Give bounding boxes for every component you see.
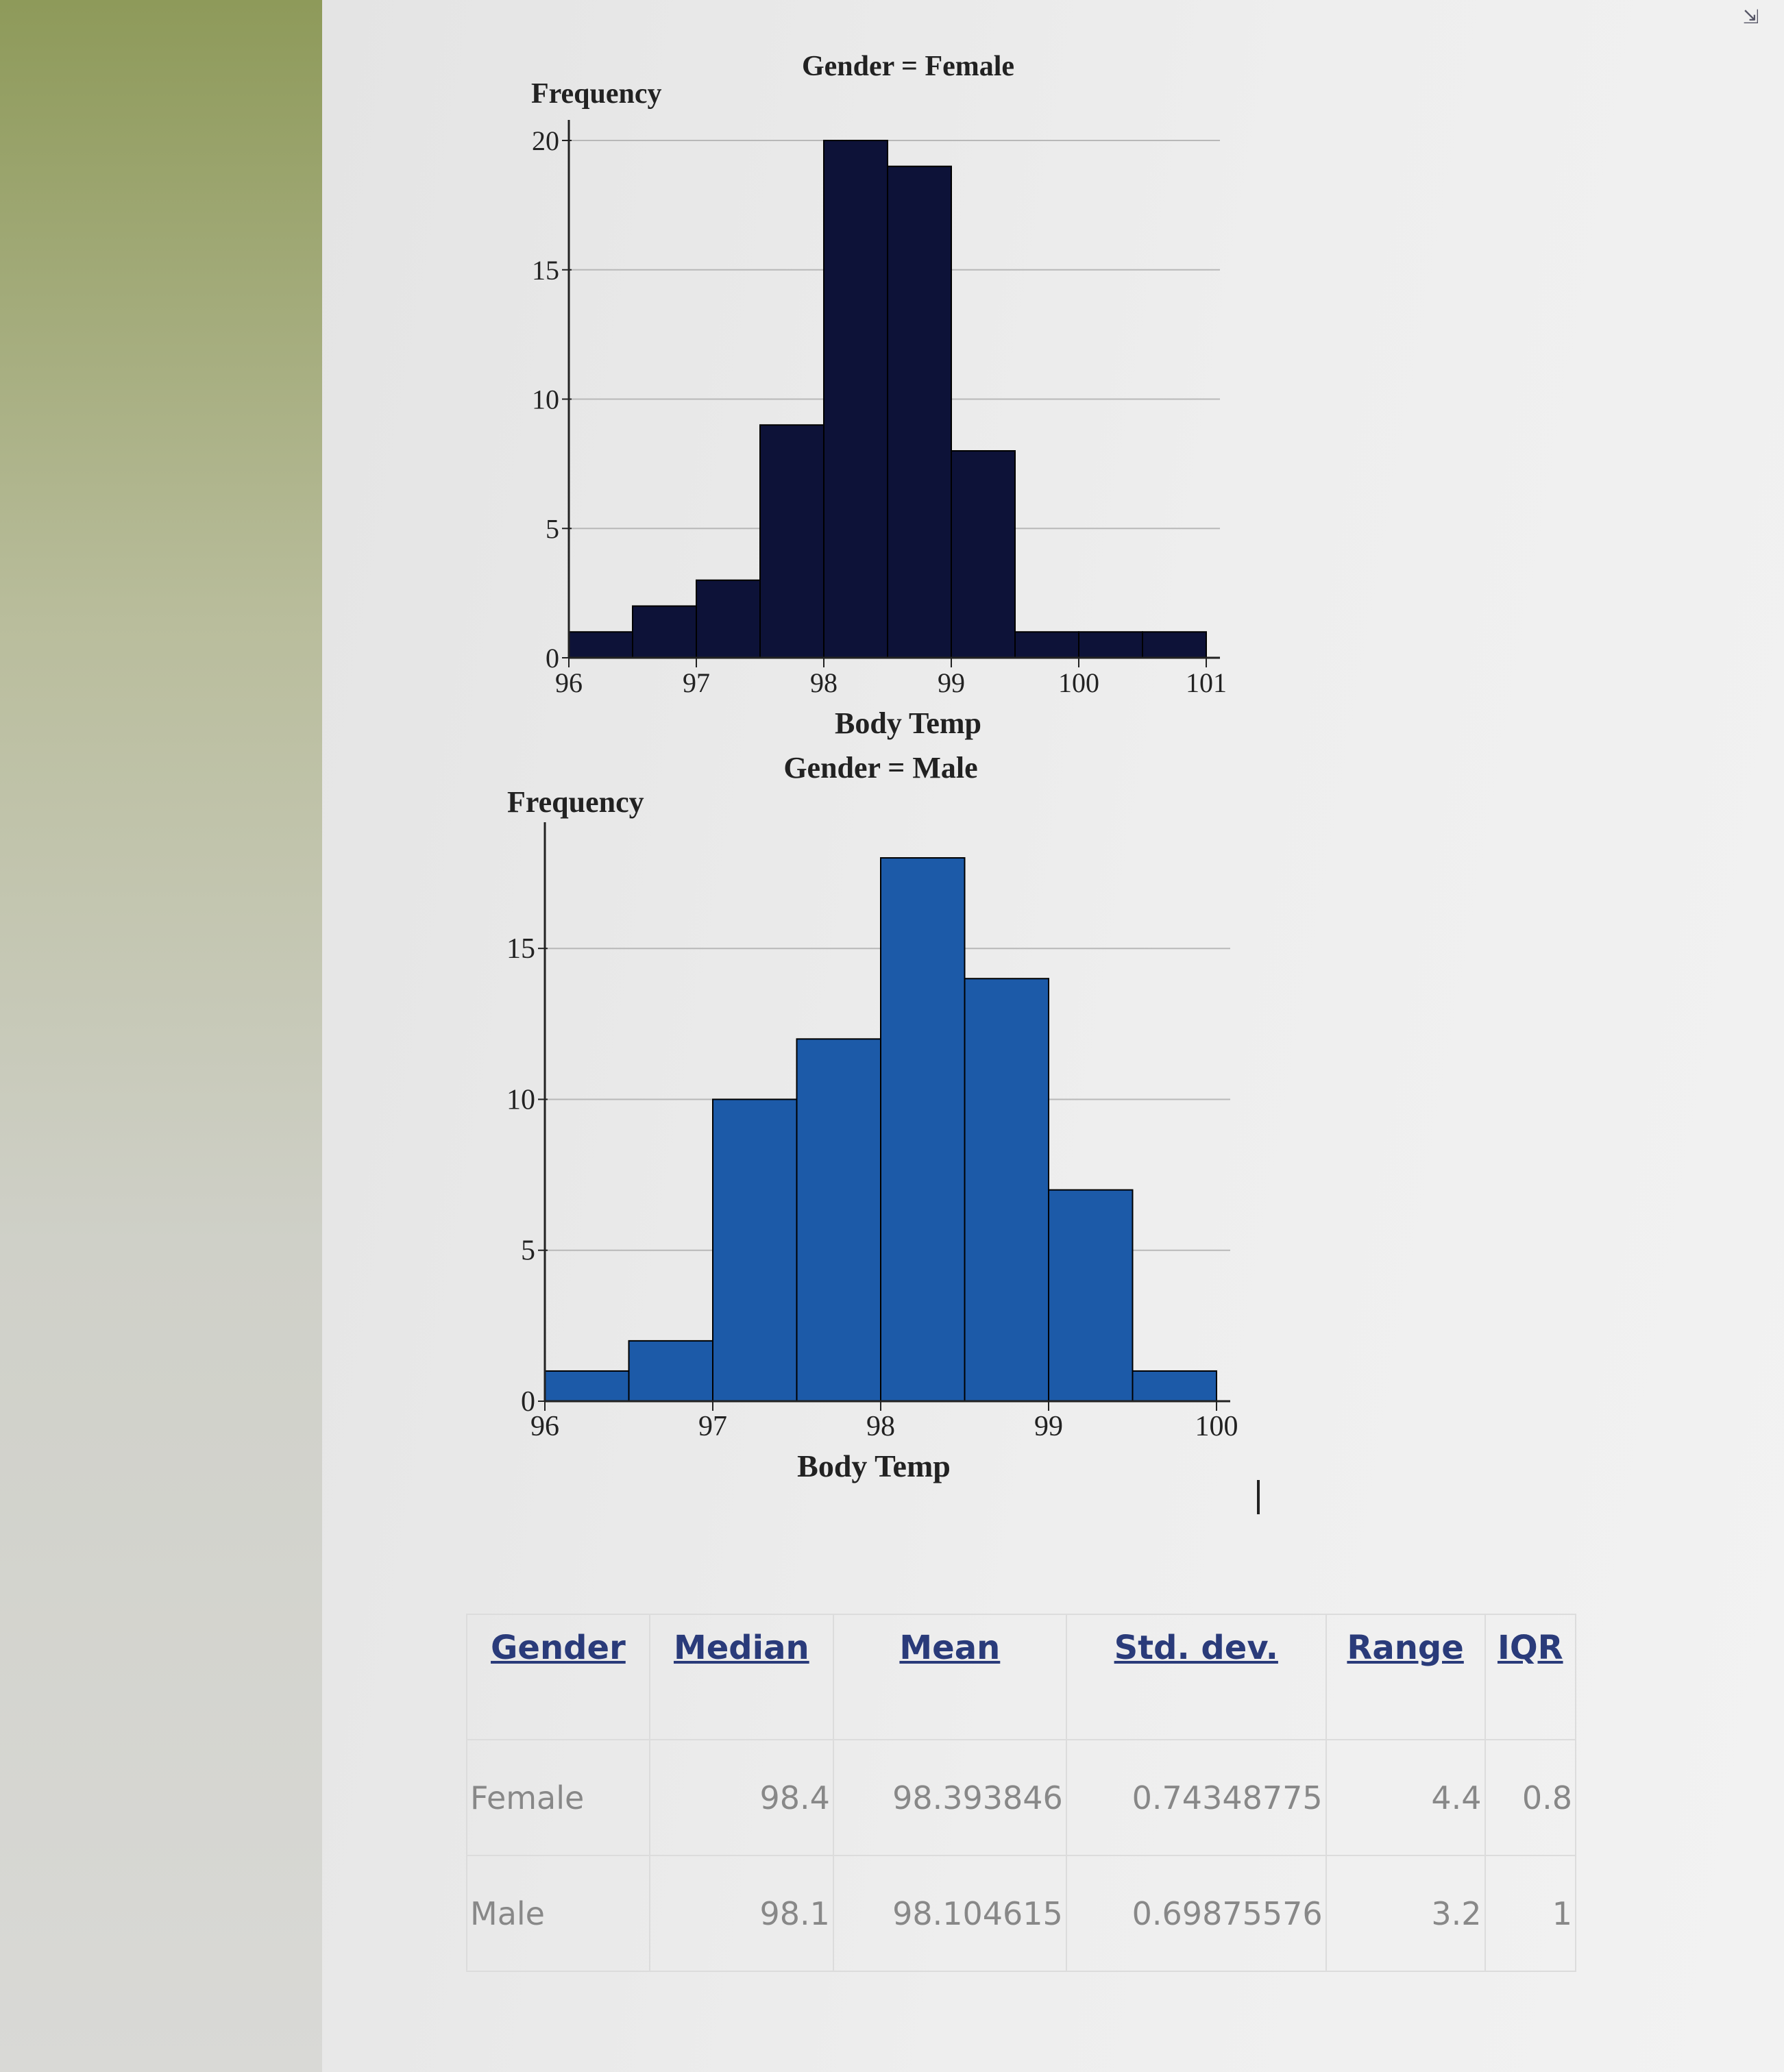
background-left-edge [0, 0, 322, 2072]
female-histogram: 0 5 10 15 20 96 97 98 99 100 101 Gender = Female Fre… [531, 51, 1227, 740]
y-tick-label: 15 [506, 933, 535, 965]
histogram-bar [1142, 631, 1207, 658]
column-header-iqr[interactable]: IQR [1484, 1614, 1577, 1740]
table-header-row: Gender Median Mean Std. dev. Range IQR [466, 1614, 1577, 1740]
histogram-bar [796, 1038, 881, 1402]
y-tick-label: 0 [546, 643, 559, 674]
y-tick-label: 10 [532, 384, 559, 415]
x-tick-label: 100 [1195, 1411, 1238, 1442]
x-tick-label: 98 [866, 1411, 895, 1442]
chart-title: Gender = Female [802, 51, 1014, 82]
x-axis-label: Body Temp [797, 1448, 951, 1483]
histogram-bar [712, 1098, 798, 1402]
histogram-bar [1014, 631, 1079, 658]
column-header-median[interactable]: Median [648, 1614, 834, 1740]
histogram-bar [696, 579, 761, 658]
histogram-bar [632, 605, 697, 658]
y-tick-label: 5 [546, 513, 559, 544]
histogram-bar [887, 165, 952, 658]
x-tick-label: 97 [698, 1411, 727, 1442]
y-tick-label: 0 [521, 1386, 535, 1418]
x-axis-label: Body Temp [835, 706, 981, 740]
cell-range: 3.2 [1325, 1855, 1486, 1972]
x-tick-label: 97 [683, 667, 710, 698]
y-tick-label: 10 [506, 1084, 535, 1115]
column-header-mean[interactable]: Mean [832, 1614, 1067, 1740]
x-tick-label: 98 [810, 667, 838, 698]
histogram-bar [823, 140, 888, 658]
table-row: Male 98.1 98.104615 0.69875576 3.2 1 [466, 1855, 1577, 1972]
cell-mean: 98.104615 [832, 1855, 1067, 1972]
cell-median: 98.4 [648, 1739, 834, 1856]
x-tick-label: 99 [938, 667, 965, 698]
cell-gender: Male [466, 1855, 650, 1972]
male-histogram: 0 5 10 15 96 97 98 99 100 Gender = Male Frequency B… [506, 751, 1238, 1483]
histogram-bar [759, 424, 824, 658]
text-cursor [1257, 1480, 1260, 1514]
y-axis-label: Frequency [531, 78, 662, 110]
chart-title: Gender = Male [783, 751, 977, 785]
histogram-bar [544, 1370, 630, 1402]
cell-range: 4.4 [1325, 1739, 1486, 1856]
histogram-bar [951, 450, 1016, 658]
y-tick-label: 5 [521, 1235, 535, 1267]
cell-gender: Female [466, 1739, 650, 1856]
y-axis-label: Frequency [507, 785, 644, 819]
histogram-bar [1078, 631, 1143, 658]
column-header-std-dev[interactable]: Std. dev. [1065, 1614, 1327, 1740]
x-tick-label: 99 [1034, 1411, 1063, 1442]
histogram-bar [1048, 1189, 1134, 1402]
x-tick-label: 100 [1058, 667, 1099, 698]
histogram-bar [568, 631, 633, 658]
y-tick-label: 20 [532, 125, 559, 156]
histogram-bar [964, 978, 1049, 1403]
cell-mean: 98.393846 [832, 1739, 1067, 1856]
table-row: Female 98.4 98.393846 0.74348775 4.4 0.8 [466, 1739, 1577, 1856]
cell-iqr: 0.8 [1484, 1739, 1577, 1856]
histogram-bar [1132, 1370, 1217, 1402]
cell-std-dev: 0.69875576 [1065, 1855, 1327, 1972]
cell-iqr: 1 [1484, 1855, 1577, 1972]
column-header-gender[interactable]: Gender [466, 1614, 650, 1740]
cell-std-dev: 0.74348775 [1065, 1739, 1327, 1856]
column-header-range[interactable]: Range [1325, 1614, 1486, 1740]
x-tick-label: 101 [1186, 667, 1227, 698]
x-tick-label: 96 [555, 667, 583, 698]
y-tick-label: 15 [532, 255, 559, 286]
x-tick-label: 96 [530, 1411, 559, 1442]
resize-corner-icon[interactable]: ⇲ [1743, 5, 1759, 28]
histogram-bar [628, 1340, 713, 1402]
histogram-bar [880, 857, 966, 1402]
cell-median: 98.1 [648, 1855, 834, 1972]
summary-stats-table: Gender Median Mean Std. dev. Range IQR F… [466, 1614, 1577, 1972]
